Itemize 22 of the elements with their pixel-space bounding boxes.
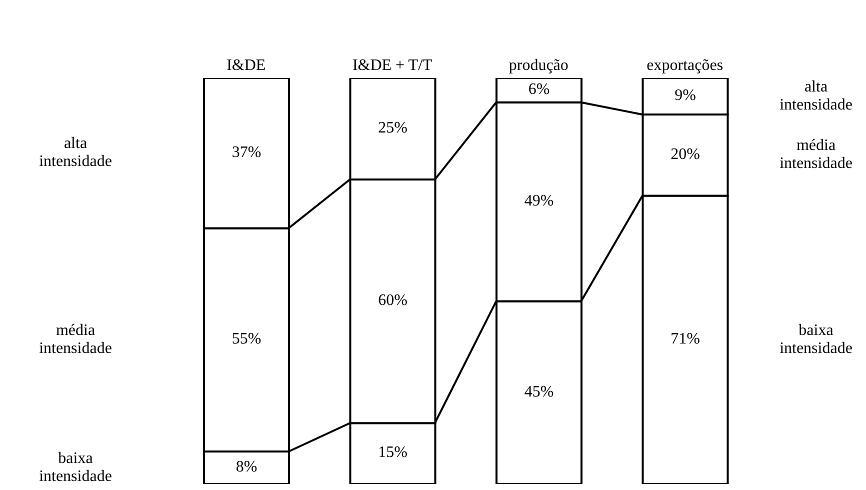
data-label: 55% [232,330,262,348]
data-label: 8% [236,458,258,476]
data-label: 60% [378,292,408,309]
x-tick-label: I&DE [226,57,266,74]
text: média intensidade [780,136,852,172]
data-label: 71% [670,330,700,348]
data-label: 45% [524,383,554,400]
text: alta intensidade [780,78,852,113]
data-label: 9% [674,86,696,104]
x-tick-label: I&DE + T/T [352,57,433,74]
text: baixa intensidade [780,322,852,357]
text: alta intensidade [39,134,112,170]
x-tick-label: produção [508,57,568,74]
data-label: 15% [378,444,408,462]
data-label: 6% [528,80,550,98]
x-tick-label: exportações [646,57,724,74]
data-label: 49% [524,192,554,210]
data-label: 37% [232,144,262,161]
text: baixa intensidade [39,449,112,484]
text: média intensidade [39,322,112,357]
data-label: 25% [378,119,408,136]
data-label: 20% [670,146,700,163]
